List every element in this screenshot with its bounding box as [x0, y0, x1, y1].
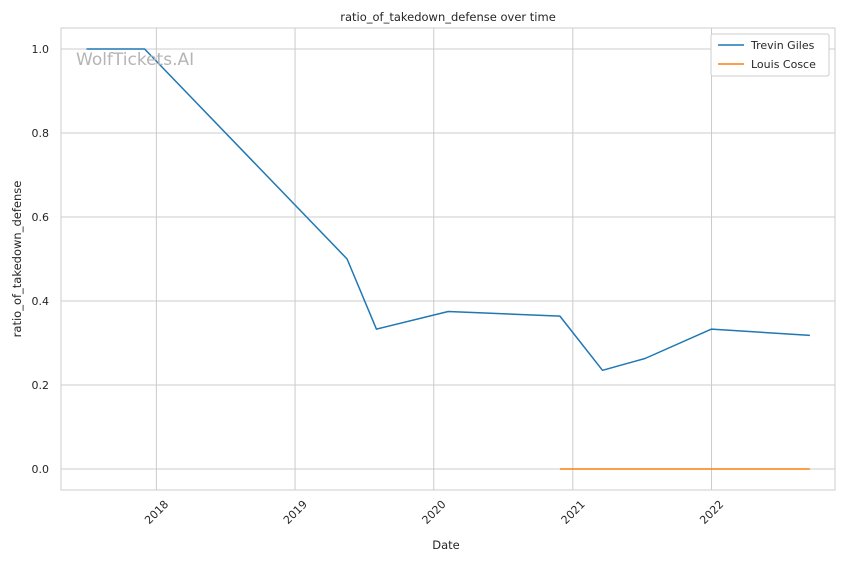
y-axis-ticks: 0.0 0.2 0.4 0.6 0.8 1.0 [32, 43, 50, 476]
legend-label-louis-cosce: Louis Cosce [751, 58, 816, 71]
series-line-trevin-giles [86, 48, 810, 372]
x-tick-label: 2019 [281, 498, 310, 527]
grid [61, 28, 835, 490]
y-tick-label: 0.6 [32, 211, 50, 224]
y-tick-label: 0.2 [32, 379, 50, 392]
x-tick-label: 2021 [559, 498, 588, 527]
y-tick-label: 0.8 [32, 127, 50, 140]
plot-area [60, 27, 836, 491]
y-tick-label: 1.0 [32, 43, 50, 56]
chart-title: ratio_of_takedown_defense over time [340, 10, 556, 24]
x-tick-label: 2020 [420, 498, 449, 527]
y-tick-label: 0.0 [32, 463, 50, 476]
x-tick-label: 2018 [142, 498, 171, 527]
series-group [86, 48, 810, 470]
x-axis-title: Date [432, 538, 460, 552]
y-axis-title: ratio_of_takedown_defense [10, 181, 24, 338]
legend-label-trevin-giles: Trevin Giles [750, 39, 815, 52]
legend: Trevin Giles Louis Cosce [710, 33, 830, 77]
x-axis-ticks: 2018 2019 2020 2021 2022 [142, 498, 726, 527]
x-tick-label: 2022 [697, 498, 726, 527]
watermark: WolfTickets.AI [76, 50, 194, 70]
y-tick-label: 0.4 [32, 295, 50, 308]
